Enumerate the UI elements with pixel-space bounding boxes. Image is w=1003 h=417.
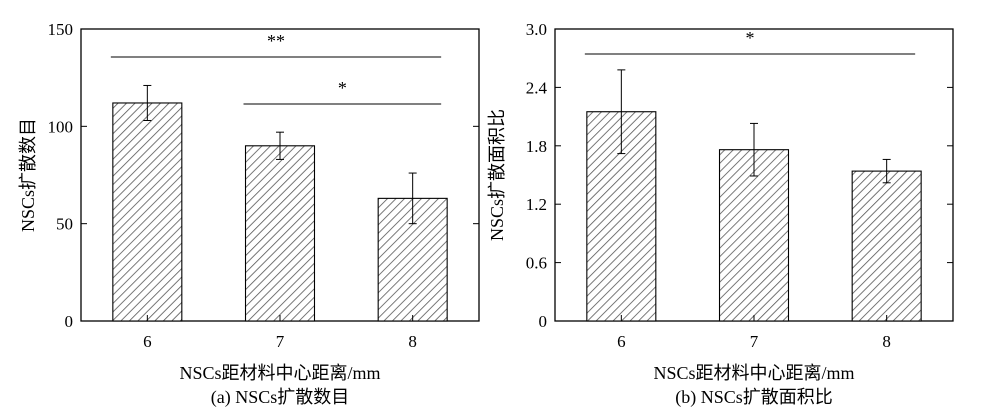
y-tick-label: 1.2 bbox=[526, 195, 547, 214]
y-axis-label-a: NSCs扩散数目 bbox=[18, 118, 38, 232]
x-tick-label: 8 bbox=[408, 332, 417, 351]
x-tick-label: 6 bbox=[143, 332, 152, 351]
x-ticks-b: 6 7 8 bbox=[617, 315, 891, 351]
bars-b bbox=[586, 69, 922, 322]
panel-b: 0 0.6 1.2 1.8 2.4 3.0 6 7 8 * NSCs扩散面积比 NSCs距材料… bbox=[487, 20, 954, 408]
x-axis-label-b: NSCs距材料中心距离/mm bbox=[653, 363, 854, 383]
panel-caption-b: (b) NSCs扩散面积比 bbox=[675, 387, 833, 408]
y-tick-label: 1.8 bbox=[526, 137, 547, 156]
y-tick-label: 3.0 bbox=[526, 20, 547, 39]
significance-label: ** bbox=[267, 31, 285, 51]
x-tick-label: 6 bbox=[617, 332, 626, 351]
x-tick-label: 7 bbox=[750, 332, 759, 351]
bar-6 bbox=[112, 102, 183, 322]
y-tick-label: 100 bbox=[48, 117, 74, 136]
x-tick-label: 7 bbox=[276, 332, 285, 351]
significance-b: * bbox=[584, 28, 916, 55]
bar-8 bbox=[851, 170, 922, 322]
x-tick-label: 8 bbox=[882, 332, 891, 351]
significance-label: * bbox=[746, 28, 755, 48]
panel-caption-a: (a) NSCs扩散数目 bbox=[211, 387, 350, 408]
y-tick-label: 0.6 bbox=[526, 254, 547, 273]
x-axis-label-a: NSCs距材料中心距离/mm bbox=[179, 363, 380, 383]
y-ticks-a: 0 50 100 150 bbox=[48, 20, 479, 331]
y-tick-label: 0 bbox=[539, 312, 548, 331]
y-tick-label: 150 bbox=[48, 20, 74, 39]
significance-label: * bbox=[338, 78, 347, 98]
bars-a bbox=[112, 84, 448, 322]
bar-7 bbox=[244, 145, 316, 322]
y-axis-label-b: NSCs扩散面积比 bbox=[487, 109, 507, 241]
y-tick-label: 0 bbox=[65, 312, 74, 331]
x-ticks-a: 6 7 8 bbox=[143, 315, 417, 351]
y-ticks-b: 0 0.6 1.2 1.8 2.4 3.0 bbox=[526, 20, 953, 331]
y-tick-label: 2.4 bbox=[526, 78, 548, 97]
significance-a: *** bbox=[110, 31, 442, 105]
y-tick-label: 50 bbox=[56, 215, 73, 234]
